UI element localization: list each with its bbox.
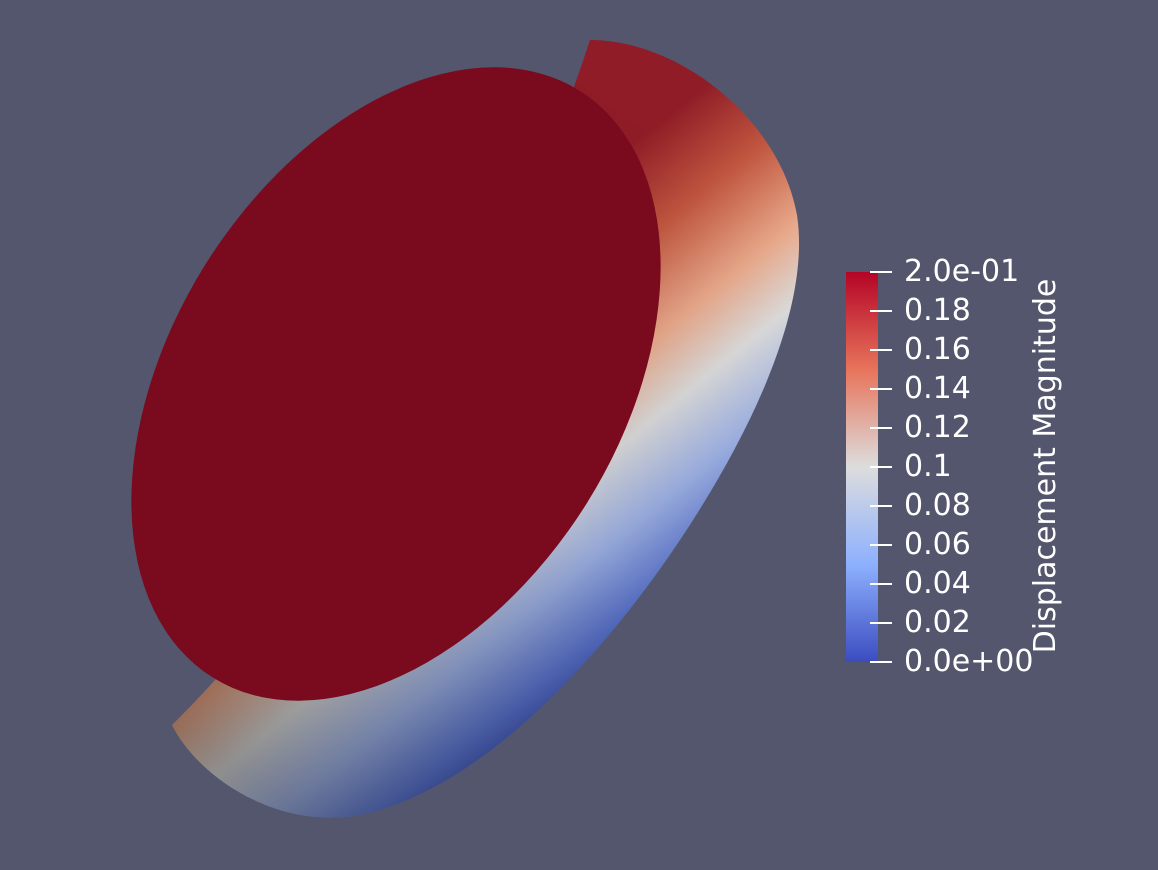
disk-top-face <box>131 67 661 701</box>
legend-tick-marks <box>870 271 892 663</box>
legend-tick-label: 0.14 <box>904 371 971 406</box>
legend-tick-label: 0.1 <box>904 449 952 484</box>
legend-title: Displacement Magnitude <box>1028 278 1063 654</box>
legend-tick-label: 0.12 <box>904 410 971 445</box>
legend-tick-label: 0.02 <box>904 605 971 640</box>
legend-tick-label: 0.18 <box>904 293 971 328</box>
color-legend <box>846 271 892 663</box>
legend-tick-label: 2.0e-01 <box>904 254 1020 289</box>
disk-object <box>131 40 800 818</box>
legend-tick-label: 0.04 <box>904 566 971 601</box>
legend-tick-label: 0.0e+00 <box>904 644 1034 679</box>
legend-tick-label: 0.16 <box>904 332 971 367</box>
legend-tick-label: 0.06 <box>904 527 971 562</box>
legend-tick-label: 0.08 <box>904 488 971 523</box>
